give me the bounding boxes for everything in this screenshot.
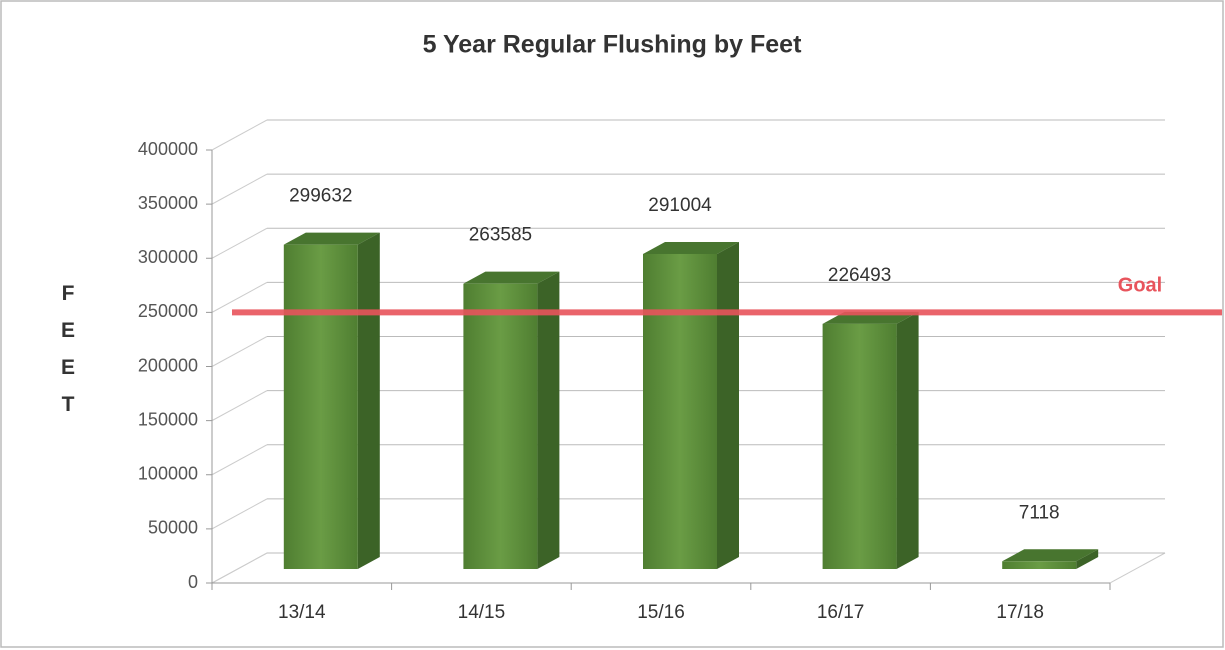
side-grid-line <box>211 552 268 584</box>
x-tick-label: 15/16 <box>637 602 685 623</box>
side-grid-line <box>211 498 268 530</box>
bar-top <box>643 241 739 254</box>
bar-side <box>896 311 919 569</box>
bar-front <box>1002 561 1077 569</box>
y-tick-label: 400000 <box>138 139 198 159</box>
side-grid-line <box>211 119 268 151</box>
bar-side <box>1076 549 1099 569</box>
y-tick-label: 250000 <box>138 301 198 321</box>
bar-top <box>283 232 380 245</box>
value-label: 299632 <box>289 186 352 207</box>
side-grid-line <box>211 227 268 259</box>
y-tick-label: 100000 <box>138 464 198 484</box>
bar-side <box>537 271 560 569</box>
bar <box>1002 549 1099 569</box>
x-tick-label: 13/14 <box>278 602 326 623</box>
bar-front <box>822 323 897 569</box>
bar-side <box>357 232 380 569</box>
y-tick-label: 150000 <box>138 409 198 429</box>
y-axis-label: FEET <box>57 282 80 430</box>
bar <box>463 271 560 569</box>
bar-front <box>643 253 717 570</box>
x-tick-label: 14/15 <box>458 602 506 623</box>
bar <box>643 241 739 570</box>
value-label: 263585 <box>469 225 532 246</box>
side-grid-line <box>211 390 268 422</box>
y-tick-label: 50000 <box>148 518 198 538</box>
side-grid-line <box>211 173 268 205</box>
bar-top <box>463 271 560 284</box>
bar <box>283 232 380 569</box>
bar-front <box>463 283 538 569</box>
bar-side <box>717 241 739 570</box>
chart-title: 5 Year Regular Flushing by Feet <box>423 31 802 59</box>
y-tick-label: 300000 <box>138 247 198 267</box>
bar-front <box>283 244 358 569</box>
y-tick-label: 0 <box>188 572 198 592</box>
x-tick-label: 16/17 <box>817 602 865 623</box>
side-grid-line <box>211 281 268 313</box>
bar <box>822 311 919 569</box>
side-grid-line <box>211 444 268 476</box>
bar-top <box>1002 549 1099 562</box>
x-tick-label: 17/18 <box>996 602 1044 623</box>
goal-label: Goal <box>1118 275 1162 297</box>
y-tick-label: 200000 <box>138 355 198 375</box>
value-label: 291004 <box>648 195 712 216</box>
y-tick-label: 350000 <box>138 193 198 213</box>
value-label: 226493 <box>828 265 891 286</box>
side-grid-line <box>211 336 268 367</box>
value-label: 7118 <box>1019 502 1060 523</box>
